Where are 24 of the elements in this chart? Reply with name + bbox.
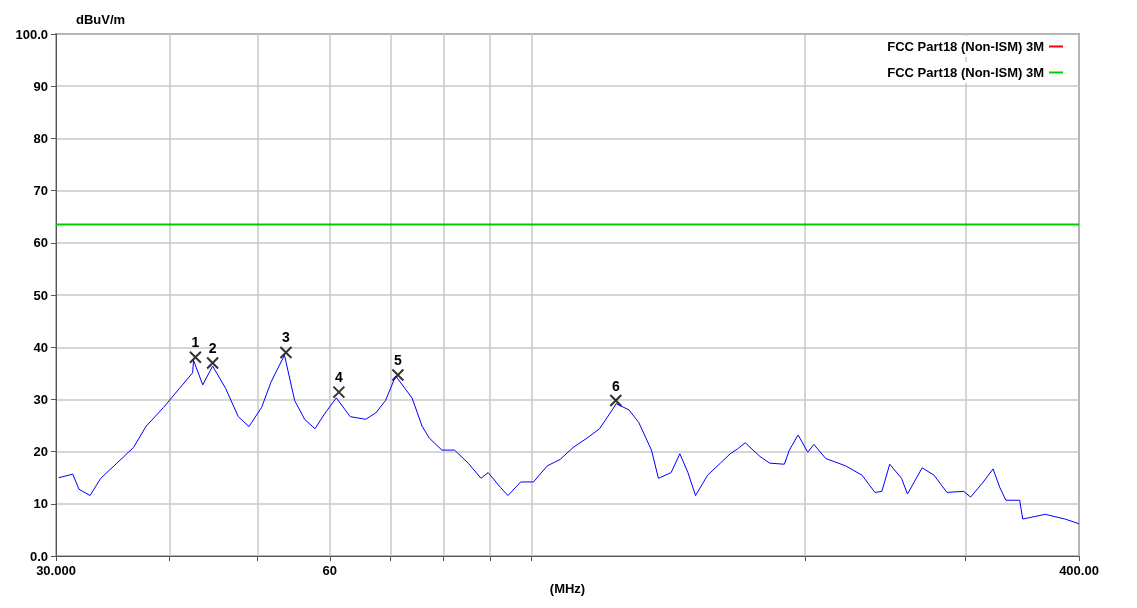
y-axis-title: dBuV/m [76, 12, 126, 27]
x-tick-label: 60 [322, 563, 337, 579]
annotation: 3 [282, 329, 291, 346]
x-tick-label: 30.000 [36, 563, 76, 579]
annotation: 5 [394, 351, 402, 368]
y-tick-label: 80 [33, 130, 48, 146]
annotation: 6 [611, 377, 620, 394]
x-tick-label: 400.00 [1059, 563, 1099, 579]
annotation: 1 [191, 334, 200, 351]
annotation: 4 [334, 369, 343, 386]
y-tick-label: 70 [33, 183, 48, 199]
y-tick-label: 50 [33, 287, 48, 303]
y-tick-label: 90 [33, 78, 48, 94]
y-tick-label: 20 [33, 444, 48, 460]
legend-label: FCC Part18 (Non-ISM) 3M [887, 65, 1044, 80]
x-axis-title: (MHz) [549, 581, 586, 596]
y-tick-label: 100.0 [15, 26, 48, 42]
y-tick-label: 40 [33, 339, 48, 355]
y-tick-label: 30 [33, 391, 48, 407]
y-tick-label: 0.0 [29, 548, 48, 564]
y-tick-label: 10 [33, 496, 48, 512]
legend-label: FCC Part18 (Non-ISM) 3M [887, 39, 1044, 54]
annotation: 2 [208, 339, 217, 356]
y-tick-label: 60 [33, 235, 48, 251]
